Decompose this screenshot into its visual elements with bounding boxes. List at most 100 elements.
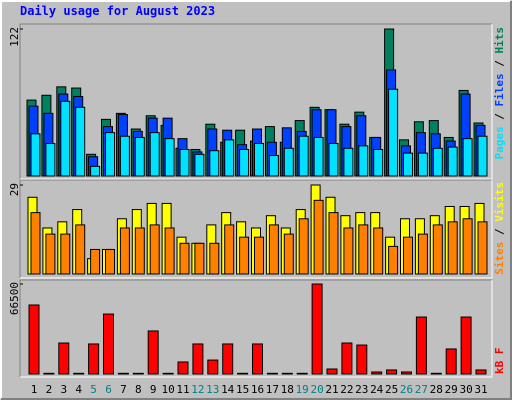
bar <box>134 136 145 177</box>
bar <box>415 316 427 375</box>
bar <box>222 343 234 375</box>
x-tick-label: 31 <box>474 383 487 396</box>
bar <box>358 145 369 177</box>
x-tick-label: 6 <box>105 383 112 396</box>
legend-separator: / <box>493 54 506 74</box>
x-tick-label: 18 <box>281 383 294 396</box>
bar <box>30 212 41 275</box>
bar <box>103 313 114 375</box>
bar <box>462 218 473 275</box>
legend-entry: Visits <box>493 182 506 222</box>
bar <box>432 224 443 275</box>
legend-separator: / <box>493 107 506 127</box>
bar <box>237 372 249 375</box>
x-tick-label: 11 <box>176 383 189 396</box>
bar <box>192 343 204 375</box>
bar <box>207 359 219 375</box>
bar <box>105 248 115 275</box>
bar <box>75 224 86 275</box>
bar <box>28 304 40 375</box>
bar <box>134 227 145 275</box>
x-tick-label: 17 <box>266 383 279 396</box>
legend-separator: / <box>493 222 506 242</box>
bar <box>90 165 101 177</box>
bar <box>358 224 369 275</box>
x-tick-label: 24 <box>370 383 384 396</box>
legend: Sites / Visits <box>493 182 506 275</box>
bar <box>313 199 324 275</box>
bar <box>73 372 85 375</box>
bar <box>224 139 235 177</box>
bar <box>460 316 472 375</box>
x-tick-label: 25 <box>385 383 398 396</box>
x-tick-label: 16 <box>251 383 264 396</box>
bar <box>254 236 264 275</box>
bar <box>401 371 412 375</box>
bar <box>326 368 338 375</box>
x-tick-label: 15 <box>236 383 249 396</box>
bar <box>417 152 428 177</box>
bar <box>403 236 413 275</box>
bar <box>194 242 205 275</box>
x-tick-label: 4 <box>75 383 82 396</box>
x-tick-label: 29 <box>445 383 458 396</box>
chart-title: Daily usage for August 2023 <box>20 4 215 18</box>
x-tick-label: 5 <box>90 383 97 396</box>
bar <box>119 227 130 275</box>
bar <box>75 106 86 177</box>
bar <box>477 135 488 177</box>
legend-entry: Sites <box>493 242 506 275</box>
bar <box>341 342 353 375</box>
bar <box>117 372 129 375</box>
bar <box>430 372 442 375</box>
bar <box>311 283 323 375</box>
bar <box>356 344 368 375</box>
x-tick-label: 22 <box>340 383 353 396</box>
bar <box>313 136 324 177</box>
bar <box>373 148 384 177</box>
bar <box>147 330 159 375</box>
x-tick-label: 20 <box>310 383 323 396</box>
bar <box>403 152 413 177</box>
x-tick-label: 27 <box>415 383 428 396</box>
x-tick-label: 2 <box>46 383 53 396</box>
x-tick-label: 30 <box>459 383 472 396</box>
x-tick-label: 23 <box>355 383 368 396</box>
bar <box>281 372 293 375</box>
bar <box>239 148 250 177</box>
bar <box>224 224 235 275</box>
panel-bevel-dark <box>19 23 492 179</box>
bar <box>164 138 175 177</box>
x-tick-label: 7 <box>120 383 127 396</box>
legend-entry: Pages <box>493 126 506 159</box>
bar <box>417 233 428 275</box>
bar <box>266 372 278 375</box>
legend-entry: kB F <box>493 348 506 375</box>
x-tick-label: 3 <box>60 383 67 396</box>
x-tick-label: 26 <box>400 383 413 396</box>
bar <box>45 233 56 275</box>
bar <box>298 218 309 275</box>
bar <box>283 233 294 275</box>
y-tick-label: 29 <box>8 183 21 196</box>
bar <box>119 135 130 177</box>
bar <box>149 224 160 275</box>
bar <box>475 369 487 375</box>
x-tick-label: 14 <box>221 383 235 396</box>
x-tick-label: 9 <box>150 383 157 396</box>
x-tick-label: 10 <box>161 383 174 396</box>
bar <box>462 138 473 177</box>
bar <box>283 147 294 177</box>
panel-bevel-light <box>20 280 493 378</box>
legend: kB F <box>493 348 506 375</box>
bar <box>58 342 70 375</box>
y-tick-label: 66500 <box>8 282 21 315</box>
bar <box>298 135 309 177</box>
bar <box>179 148 190 177</box>
x-tick-label: 19 <box>296 383 309 396</box>
bar <box>386 369 398 375</box>
x-tick-label: 12 <box>191 383 204 396</box>
bar <box>447 146 458 177</box>
